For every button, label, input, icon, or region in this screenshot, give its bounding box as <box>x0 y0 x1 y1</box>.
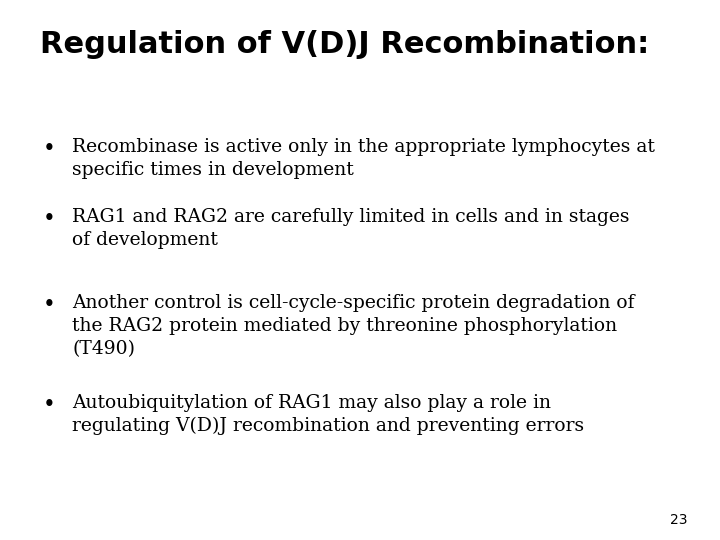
Text: •: • <box>43 394 56 416</box>
Text: 23: 23 <box>670 512 688 526</box>
Text: Another control is cell-cycle-specific protein degradation of
the RAG2 protein m: Another control is cell-cycle-specific p… <box>72 294 634 358</box>
Text: •: • <box>43 208 56 230</box>
Text: •: • <box>43 138 56 160</box>
Text: Autoubiquitylation of RAG1 may also play a role in
regulating V(D)J recombinatio: Autoubiquitylation of RAG1 may also play… <box>72 394 584 435</box>
Text: Recombinase is active only in the appropriate lymphocytes at
specific times in d: Recombinase is active only in the approp… <box>72 138 655 179</box>
Text: Regulation of V(D)J Recombination:: Regulation of V(D)J Recombination: <box>40 30 649 59</box>
Text: •: • <box>43 294 56 316</box>
Text: RAG1 and RAG2 are carefully limited in cells and in stages
of development: RAG1 and RAG2 are carefully limited in c… <box>72 208 629 249</box>
